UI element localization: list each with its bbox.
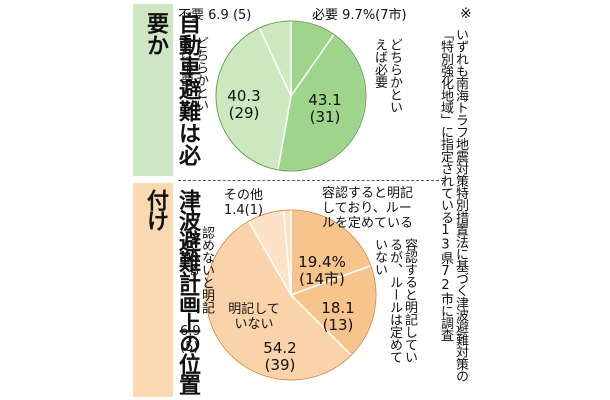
label-dochira-hitsuyo: どちらかといえば必要 — [372, 38, 402, 113]
top-chart-title-box: 自動車避難は必要か — [133, 4, 200, 176]
label-norule: 容認すると明記しているが、ルールは定めていない — [372, 238, 417, 363]
bottom-chart-title-box: 津波避難計画上の位置付け — [133, 183, 200, 397]
label-hitsuyo-value: 9.7%(7市) — [342, 8, 407, 23]
value-deny: 6.9 (5) — [180, 324, 201, 355]
section-divider — [178, 180, 444, 181]
value-rule: 19.4% (14市) — [298, 253, 346, 288]
label-other-value: 1.4(1) — [224, 203, 264, 218]
label-hitsuyo: 必要 9.7%(7市) — [312, 8, 407, 23]
value-dochira-hitsuyo: 43.1 (31) — [308, 91, 342, 126]
label-other: その他 1.4(1) — [224, 188, 264, 218]
label-fuyo-value: 6.9 (5) — [208, 8, 252, 23]
bottom-pie-rim — [205, 209, 377, 381]
top-chart-title: 自動車避難は必要か — [143, 12, 200, 166]
label-dochira-fuyo: どちらかといえば不要 — [178, 36, 208, 111]
label-fuyo: 不要 6.9 (5) — [178, 8, 252, 23]
note-mark: ※ — [460, 6, 472, 22]
top-pie-rim — [215, 20, 367, 172]
bottom-chart-title: 津波避難計画上の位置付け — [143, 189, 200, 394]
value-none: 54.2 (39) — [263, 339, 297, 374]
survey-note: いずれも南海トラフ地震対策特別措置法に基づく津波避難対策の「特別強化地域」に指定… — [438, 28, 468, 382]
label-rule: 容認すると明記しており、ルールを定めている — [322, 186, 414, 231]
value-dochira-fuyo: 40.3 (29) — [227, 87, 261, 122]
value-norule: 18.1 (13) — [321, 299, 355, 334]
label-deny: 認めないと明記している — [184, 226, 214, 314]
label-none: 明記していない — [228, 302, 280, 332]
